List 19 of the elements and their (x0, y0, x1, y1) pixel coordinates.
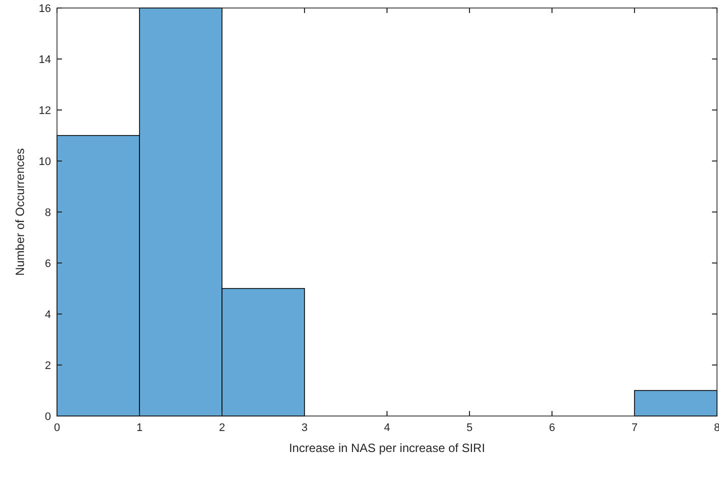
x-tick-label: 3 (301, 422, 308, 434)
y-tick-label: 0 (44, 411, 51, 423)
x-tick-label: 4 (384, 422, 390, 434)
x-tick-label: 5 (466, 422, 473, 434)
y-tick-label: 6 (44, 258, 51, 270)
x-tick-label: 2 (218, 422, 226, 434)
x-axis-title: Increase in NAS per increase of SIRI (288, 441, 486, 455)
y-tick-label: 4 (44, 309, 51, 321)
x-tick-label: 7 (631, 422, 638, 434)
y-tick-label: 8 (44, 207, 51, 219)
y-tick-label: 12 (38, 105, 51, 117)
y-axis-title: Number of Occurrences (13, 148, 27, 276)
y-tick-label: 16 (38, 3, 51, 15)
x-tick-label: 1 (136, 422, 143, 434)
y-tick-label: 10 (38, 156, 51, 168)
x-tick-label: 6 (548, 422, 556, 434)
x-tick-label: 0 (54, 422, 60, 434)
y-tick-label: 14 (38, 54, 51, 66)
y-tick-label: 2 (44, 360, 51, 372)
